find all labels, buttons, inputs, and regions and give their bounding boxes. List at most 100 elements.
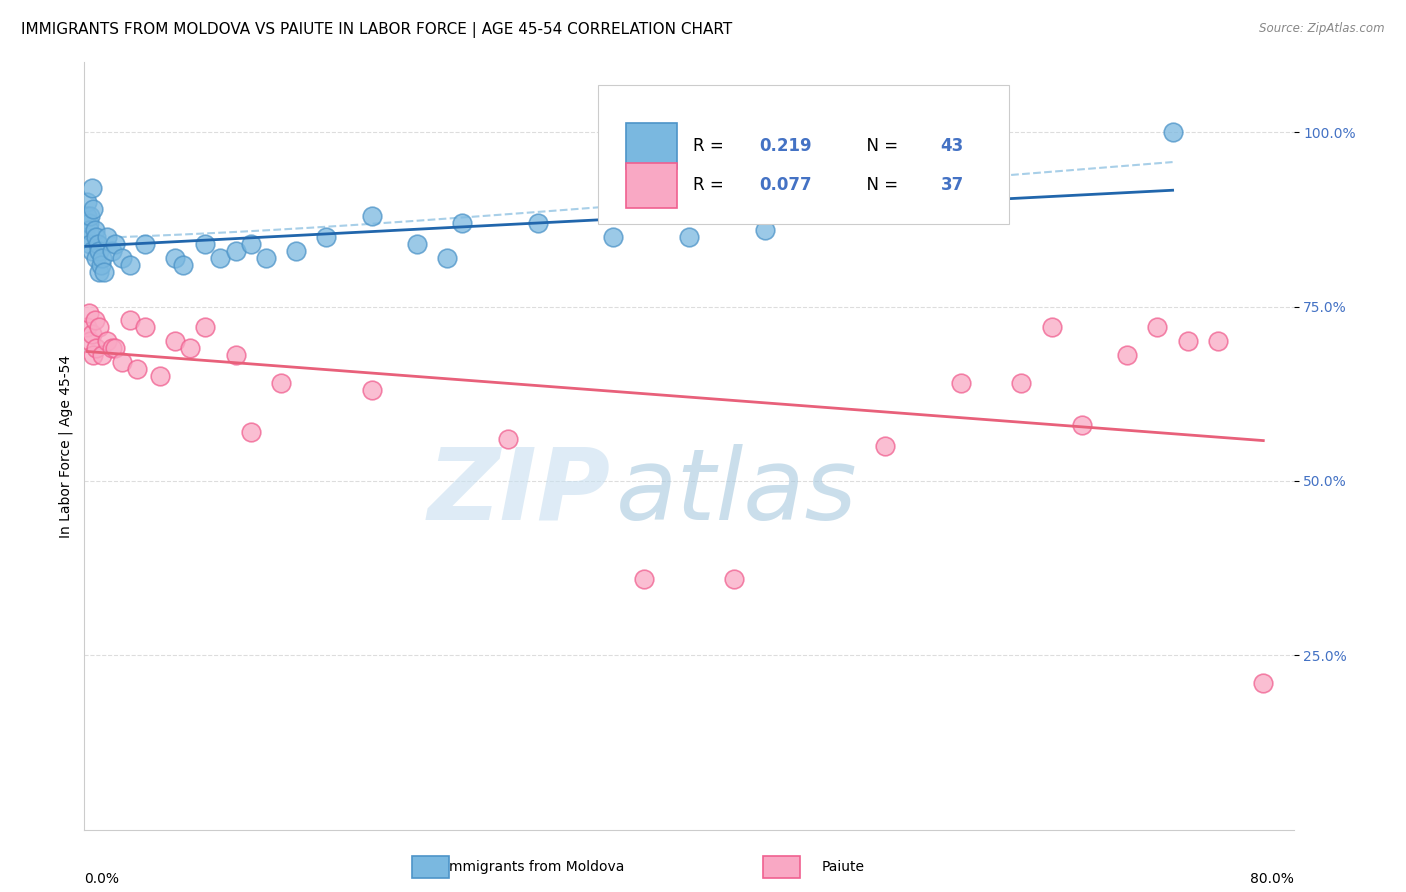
Point (84, 313, 107, 327)
Point (111, 251, 134, 265)
Point (451, 216, 474, 230)
Text: atlas: atlas (616, 443, 858, 541)
Point (633, 572, 655, 586)
Text: N =: N = (856, 136, 903, 155)
Point (75, 229, 97, 244)
Point (84, 223, 107, 237)
Point (194, 236, 217, 251)
Point (239, 425, 262, 439)
Point (172, 258, 194, 272)
Point (194, 320, 217, 334)
Point (436, 251, 458, 265)
Point (723, 572, 745, 586)
Point (1011, 376, 1033, 391)
Point (76, 209, 98, 223)
Text: 0.0%: 0.0% (84, 871, 120, 886)
Point (104, 342, 127, 356)
Point (77, 306, 100, 320)
Point (91, 348, 114, 362)
Point (104, 236, 127, 251)
Point (225, 348, 247, 362)
Point (875, 439, 897, 453)
Point (86, 229, 108, 244)
Point (678, 229, 700, 244)
Point (96, 229, 118, 244)
Point (77, 216, 100, 230)
Text: 37: 37 (941, 177, 963, 194)
Point (134, 320, 156, 334)
Text: 0.219: 0.219 (759, 136, 811, 155)
Point (165, 334, 187, 349)
Point (127, 362, 149, 376)
FancyBboxPatch shape (599, 86, 1010, 224)
Point (86, 342, 108, 356)
Point (118, 258, 141, 272)
Point (76, 194, 98, 209)
Point (527, 216, 550, 230)
Text: Immigrants from Moldova: Immigrants from Moldova (444, 860, 624, 874)
Point (1177, 334, 1199, 349)
Point (80, 327, 103, 342)
Point (1161, 125, 1184, 139)
Y-axis label: In Labor Force | Age 45-54: In Labor Force | Age 45-54 (59, 354, 73, 538)
Point (1253, 676, 1275, 690)
Point (496, 432, 519, 446)
Text: R =: R = (693, 177, 728, 194)
Point (82, 348, 104, 362)
Point (1071, 418, 1094, 433)
Text: IMMIGRANTS FROM MOLDOVA VS PAIUTE IN LABOR FORCE | AGE 45-54 CORRELATION CHART: IMMIGRANTS FROM MOLDOVA VS PAIUTE IN LAB… (21, 22, 733, 38)
Point (82, 202, 104, 216)
Point (239, 236, 262, 251)
Point (225, 244, 247, 258)
Point (87, 236, 110, 251)
FancyBboxPatch shape (626, 162, 676, 208)
Point (89, 320, 111, 334)
Point (80, 244, 103, 258)
Point (93, 265, 115, 279)
Text: R =: R = (693, 136, 728, 155)
Point (149, 369, 172, 384)
Text: ZIP: ZIP (427, 443, 610, 541)
Text: Source: ZipAtlas.com: Source: ZipAtlas.com (1260, 22, 1385, 36)
Point (754, 223, 776, 237)
Point (77, 223, 100, 237)
FancyBboxPatch shape (626, 123, 676, 169)
Point (79, 334, 101, 349)
Point (315, 229, 337, 244)
Point (406, 236, 429, 251)
Text: 43: 43 (941, 136, 963, 155)
Point (100, 244, 122, 258)
Point (165, 251, 187, 265)
Point (118, 313, 141, 327)
Point (179, 342, 201, 356)
Text: 0.077: 0.077 (759, 177, 811, 194)
Point (86, 251, 108, 265)
Point (79, 209, 101, 223)
Point (1146, 320, 1168, 334)
Point (79, 236, 101, 251)
Point (89, 265, 111, 279)
Point (950, 376, 973, 391)
Point (285, 244, 308, 258)
Text: 80.0%: 80.0% (1250, 871, 1294, 886)
Point (80, 181, 103, 195)
Point (360, 383, 382, 397)
Point (270, 376, 292, 391)
Point (360, 209, 382, 223)
Point (90, 258, 112, 272)
Text: N =: N = (856, 177, 903, 194)
Point (1040, 320, 1063, 334)
Point (100, 342, 122, 356)
Point (209, 251, 232, 265)
Point (89, 244, 111, 258)
Point (96, 334, 118, 349)
Text: Paiute: Paiute (823, 860, 865, 874)
Point (76, 320, 98, 334)
Point (1116, 348, 1139, 362)
Point (254, 251, 277, 265)
Point (1206, 334, 1229, 349)
Point (91, 251, 114, 265)
Point (111, 355, 134, 369)
Point (602, 229, 624, 244)
Point (134, 236, 156, 251)
